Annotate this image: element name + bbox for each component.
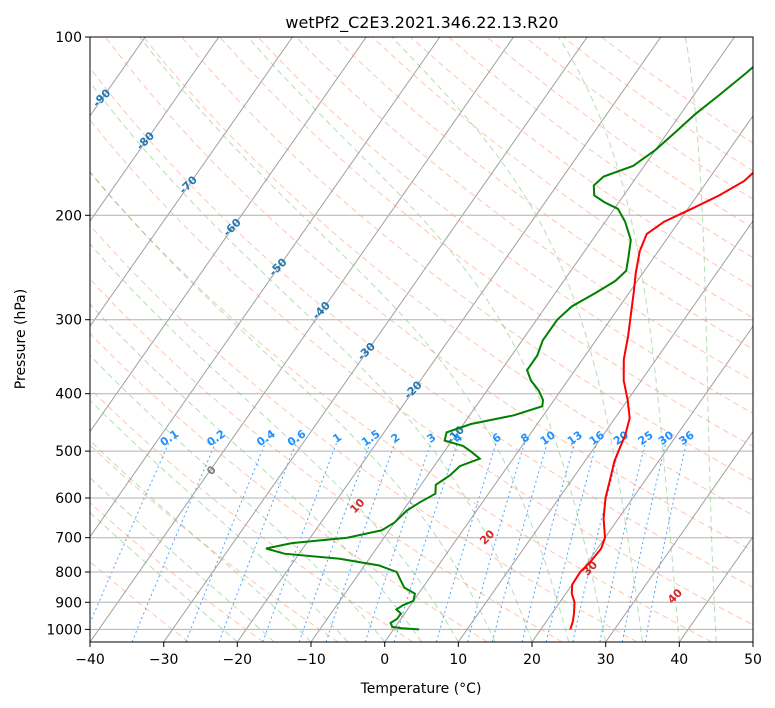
plot-frame — [89, 36, 754, 643]
mixing-ratio-line — [90, 440, 171, 625]
x-axis: −40 −30 −20 −10 0 10 20 30 40 50 — [75, 642, 762, 668]
isotherm — [531, 325, 753, 642]
moist-adiabat — [90, 354, 386, 642]
plot-area: -100-90-80-70-60-50-40-30-20-10 0.10.20.… — [90, 37, 753, 642]
x-tick-label: −40 — [75, 652, 105, 668]
x-tick-label: −20 — [223, 652, 253, 668]
mixing-ratio-line — [218, 440, 298, 642]
isotherm — [678, 535, 753, 642]
dry-adiabat — [219, 37, 753, 448]
y-axis: 1000 900 800 700 600 500 400 300 200 100 — [46, 30, 90, 638]
dry-adiabat — [90, 502, 264, 642]
mixing-ratio-line — [435, 440, 498, 642]
moist-adiabat — [558, 37, 680, 642]
moist-adiabat — [90, 243, 459, 642]
isotherm — [384, 114, 753, 642]
mixing-ratio-line — [491, 440, 549, 642]
mixing-ratio-line — [572, 440, 622, 642]
x-tick-label: 20 — [523, 652, 541, 668]
y-tick-label: 200 — [55, 208, 82, 224]
x-tick-label: 10 — [449, 652, 467, 668]
dry-adiabat — [104, 37, 753, 552]
dry-adiabat — [90, 224, 638, 642]
dry-adiabat — [90, 119, 753, 626]
x-tick-label: 40 — [670, 652, 688, 668]
x-tick-label: −10 — [296, 652, 326, 668]
dry-adiabat — [90, 67, 753, 588]
moist-adiabat — [90, 477, 275, 642]
mixing-ratio-line — [185, 440, 267, 642]
isotherm — [90, 37, 220, 222]
x-tick-label: 0 — [380, 652, 389, 668]
dry-adiabat — [90, 444, 339, 642]
x-tick-label: 30 — [597, 652, 615, 668]
moist-adiabat — [90, 511, 238, 642]
temperature-series-line — [569, 171, 753, 630]
dry-adiabat — [90, 278, 563, 642]
chart-title: wetPf2_C2E3.2021.346.22.13.R20 — [285, 13, 558, 33]
dewpoint-series-line — [265, 65, 753, 631]
isotherm — [90, 37, 293, 328]
x-tick-label: 50 — [744, 652, 762, 668]
y-tick-label: 900 — [55, 595, 82, 611]
moist-adiabat — [684, 37, 717, 642]
isotherm — [457, 220, 753, 642]
dry-adiabat — [257, 37, 753, 414]
mixing-ratio-line — [364, 440, 433, 642]
dry-adiabat — [90, 332, 488, 642]
isotherm — [90, 37, 514, 642]
y-tick-label: 1000 — [46, 622, 82, 638]
y-tick-label: 400 — [55, 387, 82, 403]
y-tick-label: 100 — [55, 30, 82, 46]
mixing-ratio-line — [521, 440, 576, 642]
moist-adiabat — [391, 37, 643, 642]
y-tick-label: 500 — [55, 444, 82, 460]
dry-adiabat — [143, 37, 753, 516]
x-axis-label: Temperature (°C) — [360, 681, 482, 697]
moist-adiabat — [139, 37, 570, 642]
mixing-ratio-lines — [90, 440, 688, 642]
y-tick-label: 300 — [55, 313, 82, 329]
pressure-gridlines — [90, 37, 753, 630]
isotherm — [605, 430, 753, 642]
moist-adiabat — [90, 303, 422, 642]
moist-adiabats — [90, 37, 717, 642]
y-tick-label: 600 — [55, 491, 82, 507]
dry-adiabat — [90, 171, 712, 642]
isotherm — [90, 37, 367, 433]
moist-adiabat — [247, 37, 607, 642]
isotherm — [90, 37, 441, 538]
mixing-ratio-line — [131, 440, 217, 642]
dry-adiabat — [295, 37, 753, 382]
moist-adiabat — [90, 171, 496, 642]
moist-adiabat — [90, 81, 533, 642]
mixing-ratio-line — [262, 440, 338, 642]
y-tick-label: 700 — [55, 531, 82, 547]
mixing-ratio-line — [467, 440, 526, 642]
dry-adiabat — [410, 37, 753, 289]
x-tick-label: −30 — [149, 652, 179, 668]
isotherm — [163, 37, 588, 642]
y-axis-label: Pressure (hPa) — [13, 289, 29, 389]
mixing-ratio-line — [545, 440, 598, 642]
y-tick-label: 800 — [55, 565, 82, 581]
isotherm-lines — [90, 37, 753, 642]
mixing-ratio-line — [298, 440, 372, 642]
isotherm — [310, 37, 735, 642]
